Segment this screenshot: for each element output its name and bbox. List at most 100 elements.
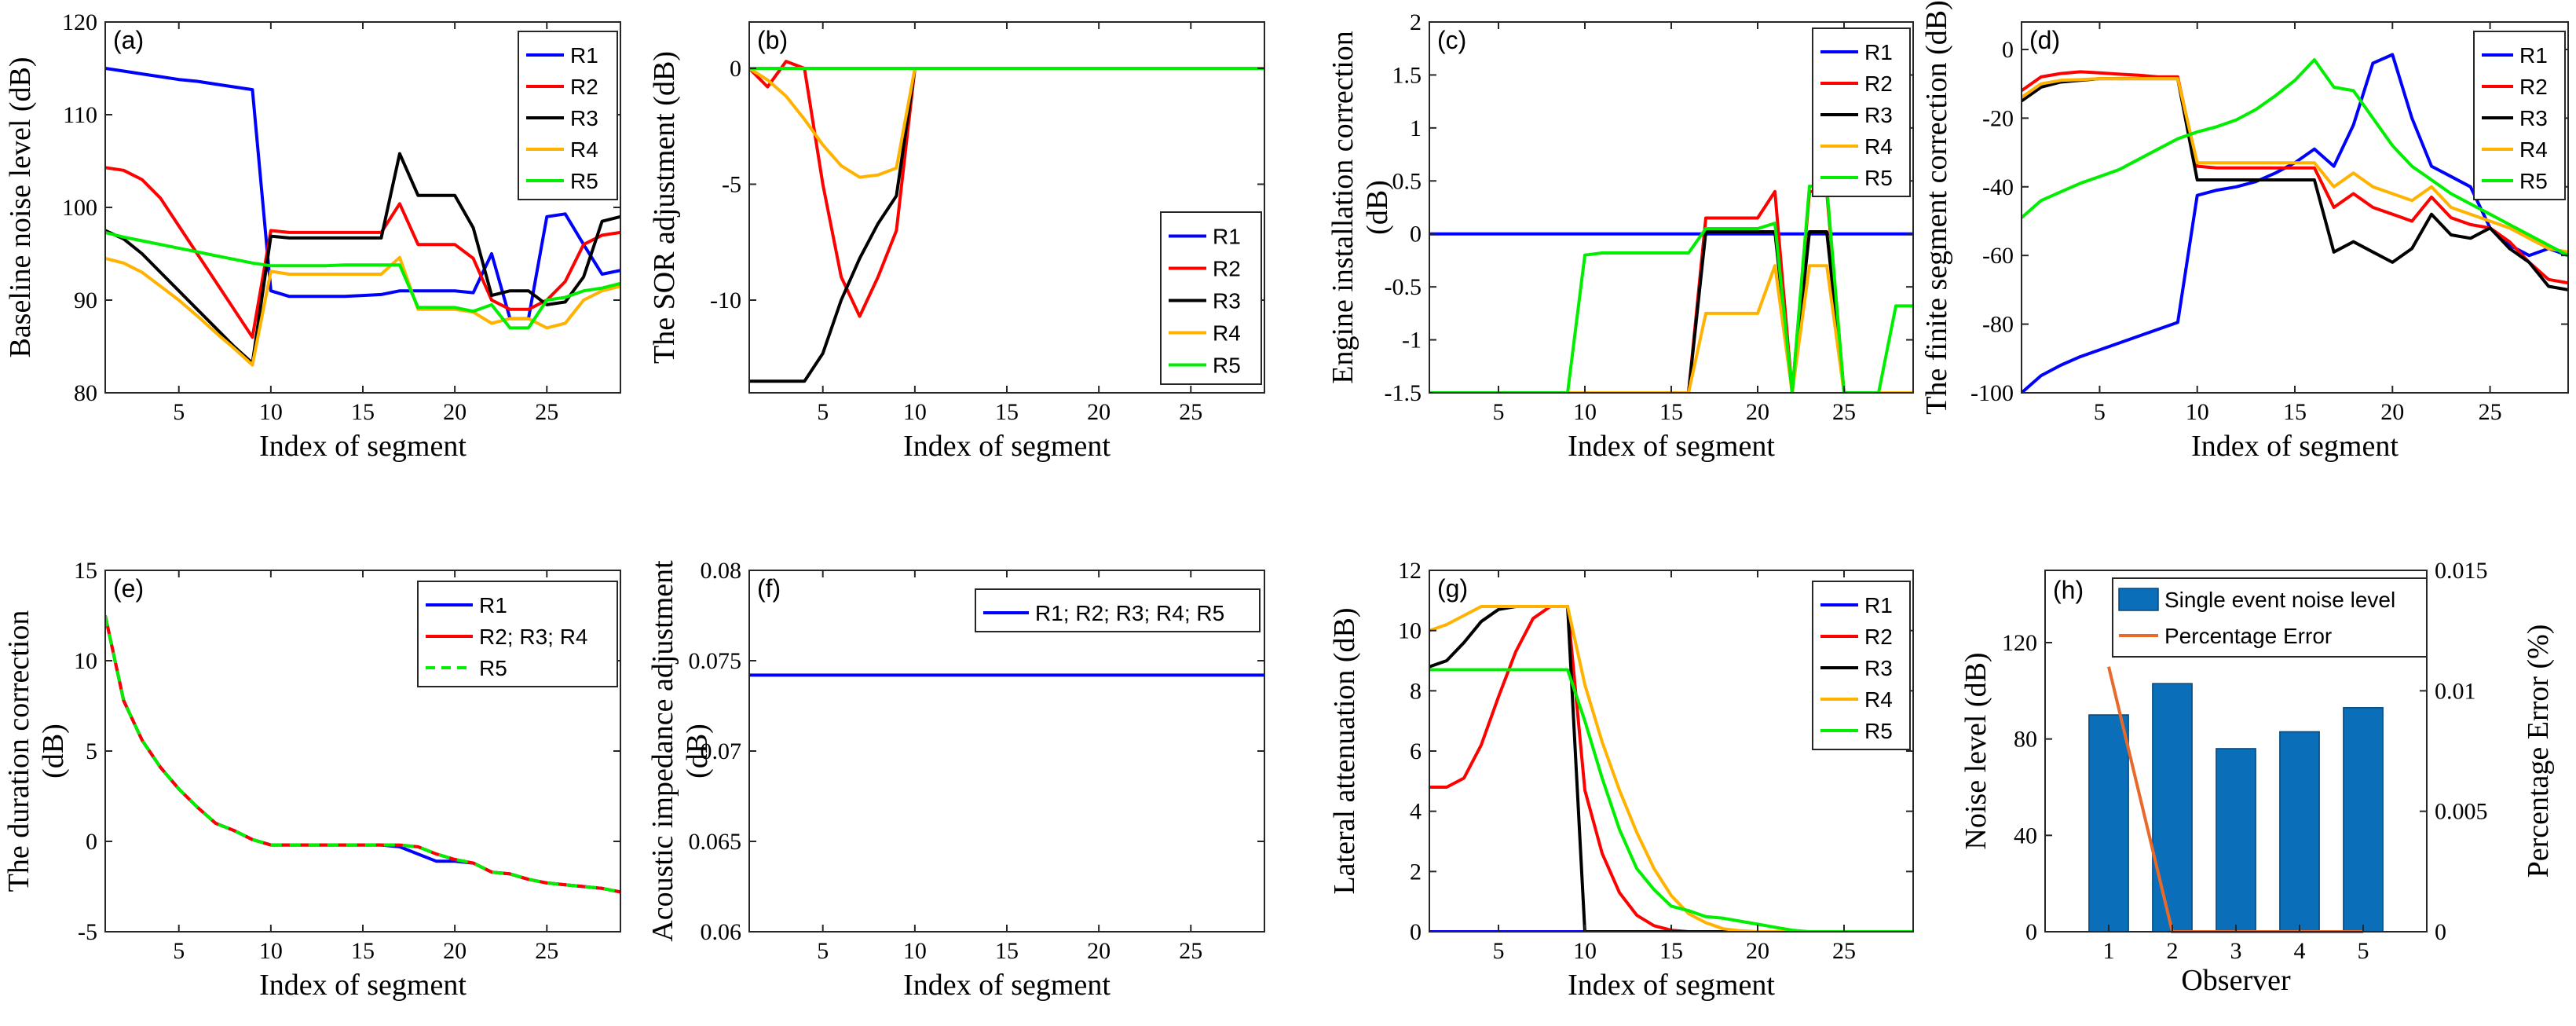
y-tick-label: -80 — [1982, 312, 2014, 338]
x-axis-label: Index of segment — [1568, 430, 1775, 463]
x-tick-label: 15 — [351, 399, 375, 425]
y-right-tick-label: 0 — [2435, 919, 2446, 945]
y-tick-label: 0.075 — [689, 648, 742, 674]
y-tick-label: 0 — [1410, 919, 1422, 945]
x-tick-label: 25 — [535, 938, 558, 964]
panel-a: 5 10 15 20 25 80 90 100 110 120 Index of segment Ba… — [4, 9, 621, 463]
x-tick-label: 5 — [817, 938, 829, 964]
legend-label: R2 — [2519, 75, 2548, 99]
legend-label: R1 — [1864, 40, 1893, 64]
x-axis-label: Index of segment — [259, 430, 467, 463]
y-tick-label: -1.5 — [1385, 380, 1422, 406]
y-tick-label: 10 — [74, 648, 97, 674]
y-axis-label: Lateral attenuation (dB) — [1328, 607, 1361, 894]
x-tick-label: 10 — [2186, 399, 2209, 425]
x-axis-label: Index of segment — [2191, 430, 2399, 463]
series-line-r3 — [1429, 230, 1913, 393]
x-tick-label: 20 — [1746, 938, 1769, 964]
series-line-r3 — [105, 152, 620, 365]
x-tick-label: 20 — [2380, 399, 2404, 425]
y-tick-label: 0 — [730, 56, 741, 82]
y-right-axis-label: Percentage Error (%) — [2522, 625, 2555, 878]
y-tick-label: -40 — [1982, 174, 2014, 200]
y-tick-label: -5 — [78, 919, 97, 945]
x-tick-label: 20 — [1746, 399, 1769, 425]
y-tick-label: 0.07 — [701, 738, 742, 764]
y-axis-label: The SOR adjustment (dB) — [648, 51, 681, 364]
x-tick-label: 2 — [2167, 938, 2179, 964]
bar — [2152, 683, 2193, 933]
x-tick-label: 10 — [903, 399, 927, 425]
legend-box — [2473, 31, 2566, 200]
legend-label: R2 — [570, 75, 598, 99]
x-tick-label: 10 — [1573, 938, 1597, 964]
legend-label: R5 — [1864, 719, 1893, 743]
x-tick-label: 15 — [1659, 399, 1683, 425]
x-axis-label: Index of segment — [259, 969, 467, 1002]
y-tick-label: 2 — [1410, 9, 1422, 35]
legend: R1 R2 R3 R4 R5 — [518, 31, 618, 200]
y-right-tick-label: 0.005 — [2435, 799, 2488, 825]
series-line-r4 — [749, 67, 1264, 179]
y-tick-label: 80 — [74, 380, 97, 406]
legend-label: R1 — [2519, 43, 2548, 68]
legend: R1 R2 R3 R4 R5 — [2473, 31, 2566, 200]
y-tick-label: -5 — [722, 172, 741, 198]
legend-label: R2 — [1213, 257, 1241, 281]
panel-label: (e) — [113, 574, 144, 603]
series-line-r5 — [2022, 58, 2568, 257]
legend-label: R1; R2; R3; R4; R5 — [1035, 601, 1224, 625]
legend-label: Percentage Error — [2164, 624, 2332, 648]
y-tick-label: 0.06 — [701, 919, 742, 945]
panel-h: 1 2 3 4 5 0 40 80 120 0 0.005 0.01 0.015 Observer Nois… — [1959, 558, 2555, 997]
series-line-r4 — [1429, 264, 1913, 393]
y-tick-label: -20 — [1982, 105, 2014, 131]
series-line-r2 — [2022, 70, 2568, 285]
legend-label: R3 — [1213, 289, 1241, 313]
legend-label: R5 — [1213, 354, 1241, 378]
legend-box — [975, 588, 1261, 632]
y-tick-label: 0.065 — [689, 829, 742, 855]
series-line-r4 — [105, 255, 620, 367]
series-line-r5 — [105, 230, 620, 330]
bar — [2088, 714, 2129, 933]
legend-swatch — [2118, 588, 2159, 611]
x-tick-label: 5 — [2094, 399, 2106, 425]
series-line-r4 — [1429, 605, 1913, 932]
y-tick-label: 0.5 — [1392, 168, 1422, 194]
legend-label: R5 — [1864, 166, 1893, 190]
x-tick-label: 5 — [173, 399, 185, 425]
legend-label: R3 — [570, 106, 598, 130]
y-tick-label: 10 — [1398, 618, 1422, 644]
y-axis-label: Noise level (dB) — [1959, 652, 1992, 849]
x-tick-label: 5 — [1493, 938, 1505, 964]
legend-label: R4 — [2519, 137, 2548, 162]
series-line-r4 — [2022, 77, 2568, 254]
legend: R1 R2; R3; R4 R5 — [417, 581, 618, 687]
bar — [2279, 731, 2320, 933]
x-tick-label: 20 — [443, 399, 467, 425]
series-group — [2022, 53, 2568, 393]
legend-label: R5 — [570, 169, 598, 193]
x-axis-label: Observer — [2181, 964, 2291, 997]
panel-g: 5 10 15 20 25 0 2 4 6 8 10 12 Index of segment Latera… — [1328, 558, 1914, 1002]
y-tick-label: 8 — [1410, 678, 1422, 704]
y-tick-label: 4 — [1410, 799, 1422, 825]
x-tick-label: 4 — [2294, 938, 2306, 964]
legend-label: R3 — [1864, 656, 1893, 680]
y-tick-label: 0 — [86, 829, 97, 855]
y-tick-label: -1 — [1402, 328, 1422, 354]
legend-label: R3 — [1864, 103, 1893, 127]
y-tick-label: -100 — [1970, 380, 2014, 406]
legend: R1 R2 R3 R4 R5 — [1812, 27, 1911, 197]
legend: R1 R2 R3 R4 R5 — [1160, 211, 1262, 385]
legend: R1; R2; R3; R4; R5 — [975, 588, 1261, 632]
x-tick-label: 15 — [2283, 399, 2307, 425]
y-right-tick-label: 0.01 — [2435, 678, 2476, 704]
panel-label: (h) — [2053, 576, 2084, 604]
y-tick-label: 12 — [1398, 558, 1422, 584]
series-line-r5 — [1429, 185, 1913, 393]
x-tick-label: 3 — [2230, 938, 2242, 964]
x-tick-label: 5 — [817, 399, 829, 425]
